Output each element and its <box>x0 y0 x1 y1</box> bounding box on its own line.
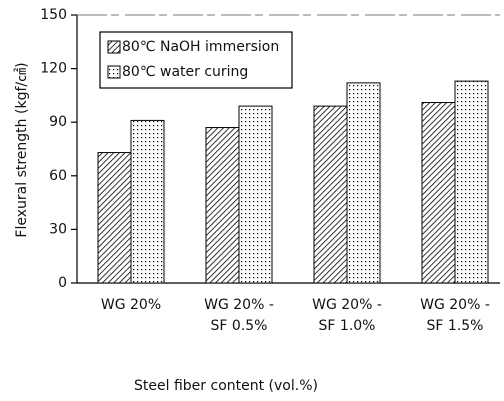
bar <box>97 152 132 284</box>
y-tick-label: 0 <box>58 275 67 291</box>
x-tick-label: WG 20% -SF 1.5% <box>420 297 490 334</box>
y-axis-title: Flexural strength (kgf/㎠) <box>14 62 30 237</box>
y-tick-label: 90 <box>49 114 67 130</box>
legend-label: 80℃ water curing <box>122 64 248 80</box>
y-tick-label: 150 <box>40 7 67 23</box>
y-tick-label: 60 <box>49 168 67 184</box>
legend-swatch <box>107 65 121 79</box>
bar <box>205 127 240 284</box>
bar <box>421 102 456 284</box>
bar <box>454 80 489 284</box>
bar <box>238 105 273 284</box>
y-tick-label: 120 <box>40 61 67 77</box>
bar <box>346 82 381 284</box>
bar <box>313 105 348 284</box>
x-axis-title: Steel fiber content (vol.%) <box>134 378 318 394</box>
legend-swatch <box>107 40 121 54</box>
y-tick-label: 30 <box>49 221 67 237</box>
bar <box>130 119 165 284</box>
x-tick-label: WG 20% <box>101 297 161 313</box>
legend-label: 80℃ NaOH immersion <box>122 39 279 55</box>
x-tick-label: WG 20% -SF 1.0% <box>312 297 382 334</box>
x-tick-label: WG 20% -SF 0.5% <box>204 297 274 334</box>
legend-box <box>99 31 293 89</box>
